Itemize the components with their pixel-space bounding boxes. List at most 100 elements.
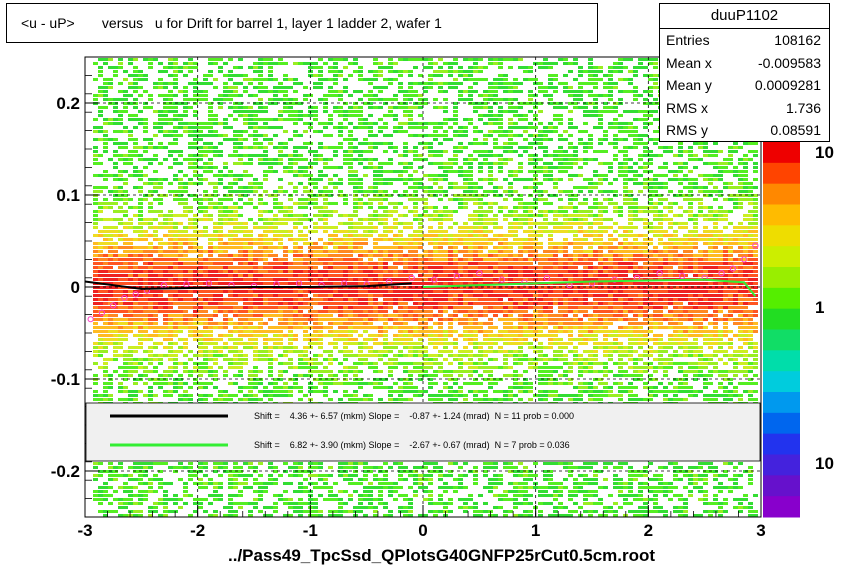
heatmap-cell — [278, 190, 283, 193]
heatmap-cell — [208, 302, 213, 305]
heatmap-cell — [293, 378, 298, 381]
heatmap-cell — [213, 358, 218, 361]
heatmap-cell — [383, 234, 388, 237]
heatmap-cell — [393, 206, 398, 209]
heatmap-cell — [213, 302, 218, 305]
heatmap-cell — [393, 266, 398, 269]
heatmap-cell — [393, 210, 398, 213]
heatmap-cell — [318, 510, 323, 513]
heatmap-cell — [413, 106, 418, 109]
heatmap-cell — [423, 310, 428, 313]
heatmap-cell — [98, 278, 103, 281]
heatmap-cell — [213, 86, 218, 89]
heatmap-cell — [363, 158, 368, 161]
heatmap-cell — [203, 474, 208, 477]
heatmap-cell — [198, 90, 203, 93]
heatmap-cell — [263, 322, 268, 325]
heatmap-cell — [138, 226, 143, 229]
heatmap-cell — [158, 306, 163, 309]
heatmap-cell — [103, 334, 108, 337]
heatmap-cell — [313, 294, 318, 297]
heatmap-cell — [193, 142, 198, 145]
heatmap-cell — [418, 278, 423, 281]
heatmap-cell — [238, 314, 243, 317]
heatmap-cell — [318, 354, 323, 357]
heatmap-cell — [403, 122, 408, 125]
heatmap-cell — [268, 62, 273, 65]
heatmap-cell — [163, 214, 168, 217]
heatmap-cell — [388, 194, 393, 197]
heatmap-cell — [138, 326, 143, 329]
heatmap-cell — [208, 322, 213, 325]
heatmap-cell — [353, 286, 358, 289]
heatmap-cell — [293, 278, 298, 281]
heatmap-cell — [323, 246, 328, 249]
heatmap-cell — [148, 98, 153, 101]
heatmap-cell — [268, 194, 273, 197]
heatmap-cell — [268, 166, 273, 169]
heatmap-cell — [398, 350, 403, 353]
heatmap-cell — [193, 502, 198, 505]
heatmap-cell — [388, 390, 393, 393]
heatmap-cell — [128, 282, 133, 285]
heatmap-cell — [158, 358, 163, 361]
heatmap-cell — [243, 330, 248, 333]
heatmap-cell — [303, 298, 308, 301]
heatmap-cell — [133, 314, 138, 317]
heatmap-cell — [423, 466, 428, 469]
heatmap-cell — [208, 250, 213, 253]
heatmap-cell — [248, 346, 253, 349]
heatmap-cell — [418, 166, 423, 169]
heatmap-cell — [243, 106, 248, 109]
heatmap-cell — [123, 398, 128, 401]
heatmap-cell — [168, 290, 173, 293]
heatmap-cell — [338, 306, 343, 309]
heatmap-cell — [298, 294, 303, 297]
heatmap-cell — [373, 294, 378, 297]
heatmap-cell — [373, 278, 378, 281]
heatmap-cell — [268, 70, 273, 73]
heatmap-cell — [323, 230, 328, 233]
heatmap-cell — [163, 330, 168, 333]
heatmap-cell — [228, 362, 233, 365]
heatmap-cell — [218, 290, 223, 293]
heatmap-cell — [373, 186, 378, 189]
heatmap-cell — [218, 350, 223, 353]
heatmap-cell — [403, 382, 408, 385]
heatmap-cell — [383, 142, 388, 145]
heatmap-cell — [373, 478, 378, 481]
heatmap-cell — [278, 62, 283, 65]
heatmap-cell — [278, 210, 283, 213]
heatmap-cell — [383, 290, 388, 293]
heatmap-cell — [173, 302, 178, 305]
heatmap-cell — [343, 262, 348, 265]
heatmap-cell — [343, 150, 348, 153]
heatmap-cell — [348, 322, 353, 325]
heatmap-cell — [123, 226, 128, 229]
heatmap-cell — [243, 322, 248, 325]
heatmap-cell — [198, 350, 203, 353]
heatmap-cell — [413, 278, 418, 281]
heatmap-cell — [413, 350, 418, 353]
heatmap-cell — [243, 270, 248, 273]
heatmap-cell — [423, 282, 428, 285]
heatmap-cell — [168, 210, 173, 213]
heatmap-cell — [388, 362, 393, 365]
heatmap-cell — [293, 282, 298, 285]
heatmap-cell — [303, 122, 308, 125]
heatmap-cell — [398, 194, 403, 197]
heatmap-cell — [168, 134, 173, 137]
heatmap-cell — [303, 282, 308, 285]
heatmap-cell — [243, 310, 248, 313]
heatmap-cell — [313, 330, 318, 333]
heatmap-cell — [188, 274, 193, 277]
heatmap-cell — [328, 510, 333, 513]
heatmap-cell — [328, 282, 333, 285]
heatmap-cell — [163, 226, 168, 229]
heatmap-cell — [193, 318, 198, 321]
heatmap-cell — [243, 346, 248, 349]
heatmap-cell — [408, 174, 413, 177]
heatmap-cell — [253, 62, 258, 65]
heatmap-cell — [403, 226, 408, 229]
heatmap-cell — [373, 174, 378, 177]
